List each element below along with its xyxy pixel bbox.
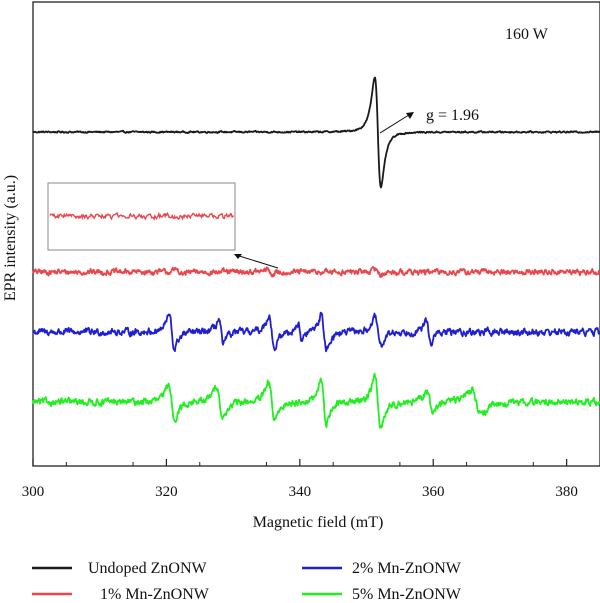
g-value-pointer xyxy=(379,112,414,134)
legend-label-5pct: 5% Mn-ZnONW xyxy=(352,586,462,603)
x-tick-label: 320 xyxy=(155,484,178,500)
legend: Undoped ZnONW 1% Mn-ZnONW 2% Mn-ZnONW 5%… xyxy=(32,560,462,603)
inset xyxy=(47,182,236,251)
x-tick-label: 340 xyxy=(289,484,312,500)
x-tick-label: 300 xyxy=(22,484,45,500)
g-pointer-line xyxy=(379,112,413,134)
inset-trace-layer xyxy=(49,211,235,221)
series-line-3 xyxy=(32,372,600,429)
plot-frame xyxy=(32,1,600,467)
g-pointer-arrowhead xyxy=(406,112,414,119)
legend-item-1pct: 1% Mn-ZnONW xyxy=(32,586,210,603)
legend-label-undoped: Undoped ZnONW xyxy=(88,560,208,577)
inset-trace xyxy=(49,211,235,221)
legend-item-2pct: 2% Mn-ZnONW xyxy=(302,560,462,577)
series-layer xyxy=(32,76,600,429)
inset-pointer xyxy=(234,254,279,269)
series-line-0 xyxy=(32,76,600,189)
legend-item-undoped: Undoped ZnONW xyxy=(32,560,208,577)
inset-pointer-line xyxy=(235,254,279,269)
x-axis-ticks: 300 320 340 360 380 xyxy=(22,459,578,500)
legend-label-1pct: 1% Mn-ZnONW xyxy=(100,586,210,603)
power-annotation: 160 W xyxy=(505,26,549,43)
plot-area: 300 320 340 360 380 160 W g = 1.96 xyxy=(22,1,600,500)
legend-label-2pct: 2% Mn-ZnONW xyxy=(352,560,462,577)
series-line-2 xyxy=(32,311,600,353)
legend-item-5pct: 5% Mn-ZnONW xyxy=(302,586,462,603)
series-line-1 xyxy=(32,266,600,279)
inset-pointer-arrowhead xyxy=(234,254,242,259)
g-value-annotation: g = 1.96 xyxy=(426,107,479,124)
x-tick-label: 380 xyxy=(555,484,578,500)
x-tick-label: 360 xyxy=(422,484,445,500)
y-axis-title: EPR intensity (a.u.) xyxy=(2,175,19,301)
x-axis-title: Magnetic field (mT) xyxy=(253,514,384,531)
